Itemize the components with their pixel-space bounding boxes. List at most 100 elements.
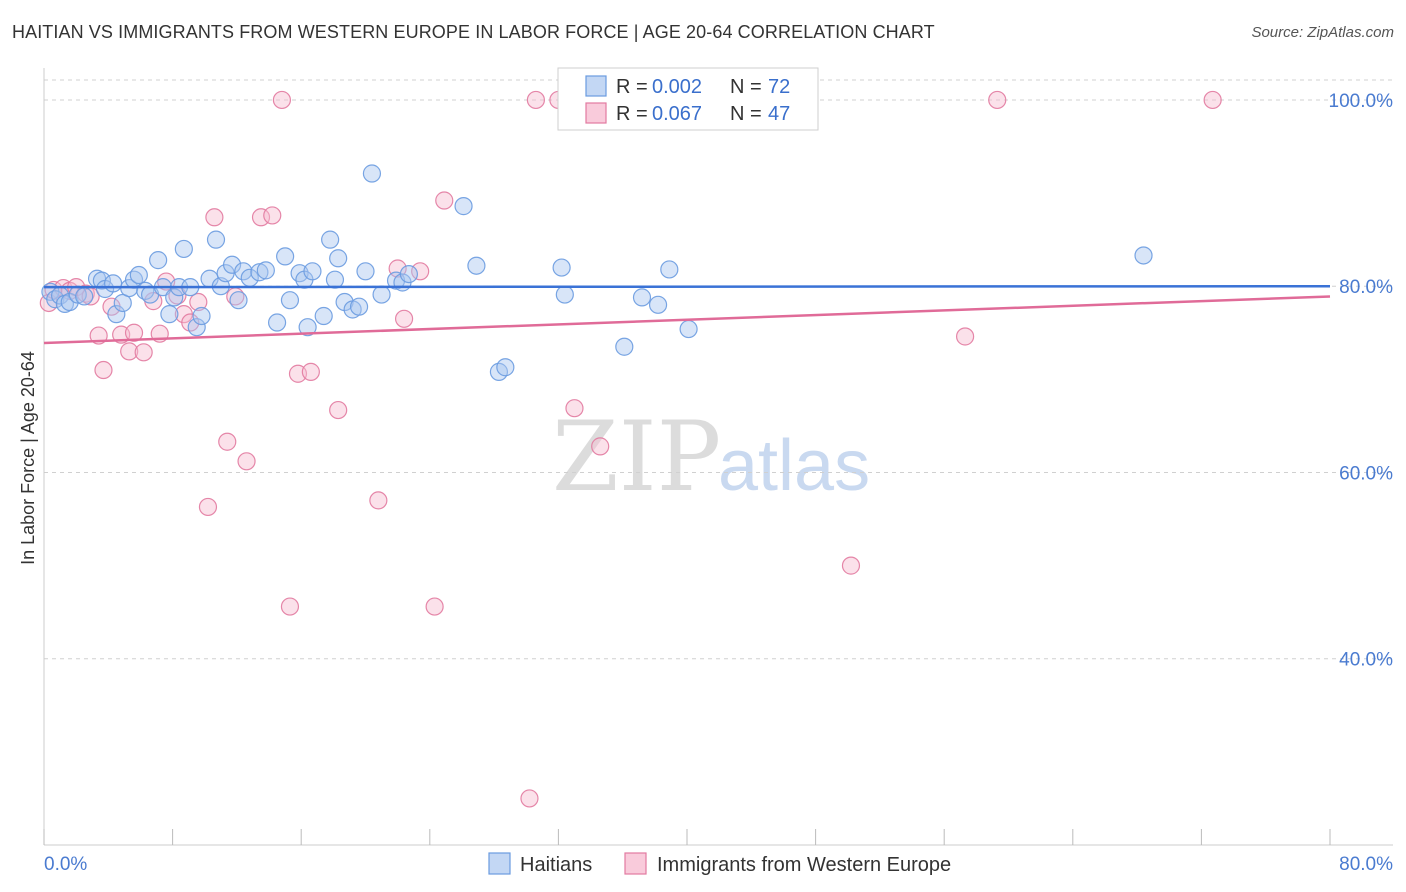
western-europe-point-40 (526, 90, 545, 110)
western-europe-point-26 (251, 208, 271, 227)
western-europe-point-43 (591, 437, 610, 456)
western-europe-point-47 (1203, 90, 1222, 110)
western-europe-point-20 (189, 292, 208, 312)
western-europe-point-32 (329, 400, 348, 420)
western-europe-point-42 (565, 399, 584, 418)
haitians-point-37 (267, 313, 287, 332)
haitians-point-56 (399, 264, 419, 284)
legend-r-label-2: R = (616, 103, 648, 125)
western-europe-point-13 (134, 343, 153, 362)
stats-legend: R = 0.002 N = 72 R = 0.067 N = 47 (557, 67, 819, 131)
western-europe-point-8 (94, 360, 113, 380)
y-axis-label: In Labor Force | Age 20-64 (18, 351, 38, 565)
western-europe-point-46 (988, 90, 1007, 110)
source-label: Source: ZipAtlas.com (1251, 24, 1394, 41)
haitians-point-33 (234, 262, 253, 281)
haitians-point-15 (129, 265, 148, 285)
western-europe-point-28 (272, 90, 292, 110)
haitians-point-60 (496, 358, 515, 377)
haitians-point-36 (256, 261, 275, 280)
y-tick-label-80: 80.0% (1339, 277, 1393, 298)
haitians-point-64 (632, 288, 652, 307)
x-tick-label-max: 80.0% (1339, 854, 1393, 875)
haitians-point-65 (648, 295, 668, 314)
haitians-point-28 (206, 230, 226, 249)
points-haitians (41, 164, 1153, 381)
haitians-point-21 (165, 288, 184, 307)
haitians-point-6 (75, 287, 94, 306)
western-europe-point-37 (425, 597, 444, 616)
haitians-point-61 (552, 258, 571, 277)
haitians-point-39 (280, 291, 300, 310)
western-europe-point-33 (369, 491, 388, 510)
haitians-point-35 (250, 263, 269, 282)
western-europe-point-31 (301, 362, 320, 381)
haitians-point-67 (679, 319, 698, 339)
haitians-point-57 (454, 197, 473, 216)
axes (43, 68, 1393, 846)
legend-r-value-2: 0.067 (652, 103, 702, 125)
legend-r-label-1: R = (616, 76, 648, 98)
haitians-point-47 (329, 249, 348, 268)
haitians-point-44 (314, 306, 333, 326)
y-tick-label-100: 100.0% (1329, 91, 1394, 112)
haitians-point-43 (303, 262, 322, 281)
haitians-point-32 (229, 291, 248, 310)
western-europe-point-23 (218, 432, 237, 451)
trend-lines (43, 284, 1331, 345)
bottom-legend-swatch-western-europe (624, 852, 647, 875)
haitians-point-68 (1134, 246, 1153, 265)
x-tick-label-min: 0.0% (44, 854, 87, 875)
trend-line-western-europe (43, 295, 1331, 345)
haitians-point-11 (107, 305, 126, 324)
bottom-legend: Haitians Immigrants from Western Europe (488, 852, 951, 876)
legend-n-value-1: 72 (768, 76, 790, 98)
haitians-point-38 (276, 247, 295, 266)
chart-title: HAITIAN VS IMMIGRANTS FROM WESTERN EUROP… (12, 22, 935, 42)
legend-swatch-western-europe (585, 102, 607, 124)
haitians-point-46 (325, 270, 345, 289)
legend-swatch-haitians (585, 75, 607, 97)
western-europe-point-25 (237, 452, 256, 471)
haitians-point-31 (222, 255, 242, 274)
y-tick-label-40: 40.0% (1339, 650, 1393, 671)
y-tick-labels: 40.0% 60.0% 80.0% 100.0% (1329, 91, 1394, 671)
haitians-point-50 (349, 297, 369, 316)
legend-r-value-1: 0.002 (652, 76, 702, 98)
haitians-point-45 (321, 230, 340, 249)
haitians-point-63 (615, 337, 634, 356)
bottom-legend-swatch-haitians (488, 852, 511, 875)
haitians-point-66 (660, 260, 679, 279)
haitians-point-53 (372, 285, 391, 304)
legend-n-label-2: N = (730, 103, 762, 125)
western-europe-point-27 (263, 206, 282, 225)
western-europe-point-12 (124, 323, 144, 342)
western-europe-point-38 (435, 191, 454, 210)
legend-n-label-1: N = (730, 76, 762, 98)
watermark-zip: ZIP (552, 401, 721, 513)
western-europe-point-45 (955, 327, 975, 346)
watermark-atlas: atlas (718, 426, 870, 506)
western-europe-point-21 (198, 497, 218, 517)
western-europe-point-29 (280, 597, 300, 616)
western-europe-point-22 (205, 208, 224, 227)
western-europe-point-39 (520, 789, 539, 808)
haitians-point-18 (149, 251, 168, 270)
haitians-point-52 (362, 164, 382, 183)
haitians-point-51 (356, 262, 375, 281)
haitians-point-42 (298, 318, 317, 337)
haitians-point-20 (160, 305, 179, 324)
haitians-point-58 (467, 256, 486, 275)
bottom-legend-haitians: Haitians (520, 854, 592, 876)
y-tick-label-60: 60.0% (1339, 463, 1393, 484)
haitians-point-23 (174, 239, 193, 259)
haitians-point-25 (187, 318, 206, 337)
haitians-point-26 (192, 306, 211, 326)
gridlines (44, 79, 1393, 660)
haitians-point-62 (555, 285, 574, 304)
western-europe-point-35 (394, 309, 414, 328)
legend-n-value-2: 47 (768, 103, 790, 125)
bottom-legend-western-europe: Immigrants from Western Europe (657, 854, 951, 876)
western-europe-point-11 (120, 342, 139, 361)
